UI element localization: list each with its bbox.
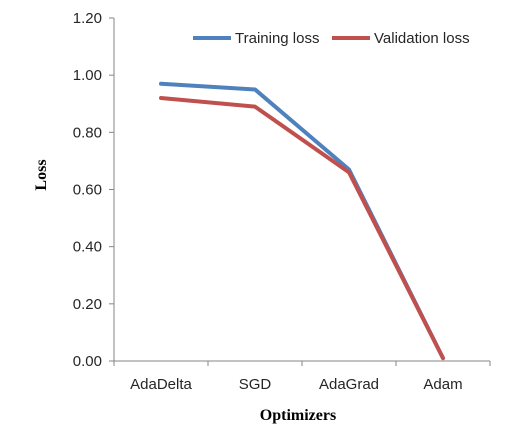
x-axis-ticks: AdaDelta SGD AdaGrad Adam: [113, 361, 491, 393]
legend: Training loss Validation loss: [193, 30, 470, 47]
x-tick-label: Adam: [423, 376, 462, 393]
legend-label: Validation loss: [374, 30, 470, 47]
y-axis-title: Loss: [33, 159, 50, 190]
y-tick-label: 1.20: [73, 10, 102, 27]
legend-label: Training loss: [235, 30, 319, 47]
y-axis-ticks: 0.00 0.20 0.40 0.60 0.80 1.00 1.20: [73, 10, 114, 370]
y-tick-label: 0.40: [73, 239, 102, 256]
x-tick-label: SGD: [239, 376, 272, 393]
y-tick-label: 0.00: [73, 353, 102, 370]
y-tick-label: 1.00: [73, 67, 102, 84]
y-tick-label: 0.60: [73, 182, 102, 199]
series-line-training: [159, 81, 445, 361]
y-tick-label: 0.80: [73, 124, 102, 141]
y-tick-label: 0.20: [73, 296, 102, 313]
x-tick-label: AdaGrad: [319, 376, 379, 393]
series-layer: [159, 81, 445, 361]
x-axis-title: Optimizers: [260, 407, 336, 424]
series-line-validation: [159, 96, 445, 361]
x-tick-label: AdaDelta: [130, 376, 192, 393]
